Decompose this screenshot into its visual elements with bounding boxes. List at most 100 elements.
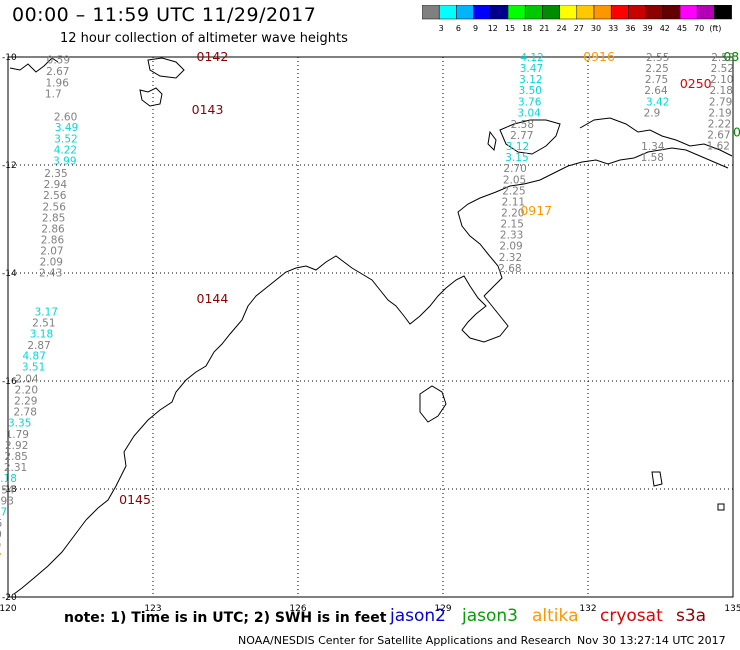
- wave-height-label: 2.70: [503, 163, 526, 175]
- credit-line: NOAA/NESDIS Center for Satellite Applica…: [238, 634, 572, 647]
- coastline-sumba-west: [139, 87, 163, 107]
- colorbar-tick-label: 30: [591, 24, 601, 33]
- pass-time-label: 0144: [197, 291, 229, 306]
- colorbar-tick-label: 70: [694, 24, 704, 33]
- wave-height-label: 3.07: [0, 507, 7, 519]
- wave-height-label: 1.7: [45, 89, 62, 101]
- wave-height-label: 2.20: [15, 384, 38, 396]
- wave-height-label: 2.93: [0, 496, 14, 508]
- wave-height-label: 2.43: [39, 268, 62, 280]
- wave-height-label: 3.18: [0, 473, 17, 485]
- wave-height-label: 4.22: [54, 144, 77, 156]
- colorbar-tick-label: 39: [643, 24, 653, 33]
- colorbar-tick-label: 21: [539, 24, 549, 33]
- wave-height-label: 2.09: [40, 257, 63, 269]
- colorbar-tick-label: 36: [625, 24, 635, 33]
- wave-height-label: 3.04: [517, 107, 541, 119]
- wave-height-label: 2.60: [54, 111, 77, 123]
- wave-height-label: 2.95: [0, 518, 2, 530]
- wave-height-label: 3.35: [8, 418, 31, 430]
- wave-height-label: 1.79: [6, 429, 29, 441]
- coastline-bathurst: [487, 130, 497, 152]
- wave-height-label: 2.05: [503, 174, 526, 186]
- wave-height-label: 3.12: [519, 74, 542, 86]
- lat-tick-label: -10: [2, 53, 17, 63]
- wave-height-label: 2.68: [498, 263, 521, 275]
- pass-time-label: 0143: [192, 102, 224, 117]
- altimeter-tracks: 0.592.671.961.72.603.493.524.223.992.352…: [0, 52, 735, 564]
- wave-height-label: 2.85: [4, 451, 27, 463]
- wave-height-label: 0.59: [0, 540, 1, 552]
- wave-height-label: 2.31: [4, 462, 27, 474]
- wave-height-label: 4.87: [23, 351, 46, 363]
- wave-height-label: 2.19: [708, 107, 731, 119]
- coastline-cobourg: [579, 117, 733, 157]
- lat-tick-label: -20: [2, 593, 17, 603]
- wave-height-label: 27.77: [0, 552, 2, 564]
- colorbar-unit-label: (ft): [709, 24, 721, 33]
- satellite-legend-altika: altika: [532, 606, 579, 626]
- wave-height-label: 2.54: [0, 485, 15, 497]
- wave-height-label: 3.50: [519, 85, 542, 97]
- wave-height-label: 2.78: [14, 407, 37, 419]
- colorbar-tick-label: 15: [505, 24, 515, 33]
- axis-labels: 120 123 126 129 132 135 -10 -12 -14 -16 -18 -20: [0, 53, 740, 614]
- wave-height-label: 2.25: [645, 63, 668, 75]
- wave-height-label: 2.29: [14, 395, 37, 407]
- wave-height-label: 2.18: [710, 85, 733, 97]
- lat-tick-label: -12: [2, 161, 17, 171]
- wave-height-label: 2.86: [41, 235, 65, 247]
- wave-height-label: 2.85: [42, 212, 65, 224]
- generated-timestamp: Nov 30 13:27:14 UTC 2017: [577, 634, 726, 647]
- wave-height-label: 1.96: [46, 77, 70, 89]
- coastline-islet-a: [651, 471, 663, 487]
- wave-height-label: 1.62: [707, 141, 730, 153]
- wave-height-label: 2.33: [500, 230, 523, 242]
- wave-height-label: 2.07: [40, 246, 63, 258]
- wave-height-label: 3.49: [55, 122, 78, 134]
- wave-height-label: 2.56: [43, 190, 67, 202]
- pass-time-label: 0250: [680, 76, 712, 91]
- wave-height-label: 2.79: [709, 96, 732, 108]
- lon-tick-label: 135: [724, 604, 740, 614]
- wave-height-label: 2.9: [644, 108, 661, 120]
- colorbar-tick-label: 12: [488, 24, 498, 33]
- wave-height-label: 3.18: [30, 328, 53, 340]
- wave-height-label: 3.76: [518, 96, 542, 108]
- colorbar-tick-label: 27: [574, 24, 584, 33]
- wave-height-label: 2.25: [502, 185, 525, 197]
- wave-height-label: 2.35: [44, 168, 67, 180]
- wave-height-label: 3.15: [505, 152, 528, 164]
- coastline-bonaparte: [419, 385, 447, 423]
- pass-time-label: 080: [733, 125, 740, 140]
- wave-height-label: 0.59: [47, 55, 70, 67]
- wave-height-label: 1.34: [641, 141, 665, 153]
- wave-height-label: 3.12: [506, 141, 529, 153]
- coastline-islet-b: [717, 503, 725, 511]
- graticule: [8, 57, 733, 597]
- wave-height-label: 2.56: [43, 201, 67, 213]
- wave-height-label: 2.67: [707, 129, 730, 141]
- map-title: 00:00 – 11:59 UTC 11/29/2017: [12, 4, 317, 26]
- wave-height-label: 3.51: [22, 362, 45, 374]
- wave-height-label: 2.32: [499, 252, 522, 264]
- coastline-kimberley-south: [13, 519, 87, 595]
- wave-height-label: 2.51: [32, 318, 55, 330]
- wave-height-label: 3.42: [646, 96, 669, 108]
- coastline-kimberley: [85, 255, 509, 521]
- colorbar-tick-label: 24: [557, 24, 567, 33]
- footer-note: note: 1) Time is in UTC; 2) SWH is in fe…: [64, 610, 387, 626]
- lon-tick-label: 123: [144, 604, 161, 614]
- wave-height-label: 2.92: [5, 440, 28, 452]
- wave-height-label: 4.12: [520, 52, 543, 64]
- map-frame: [7, 56, 734, 598]
- pass-time-labels: 0142 0143 0144 0145 0916 0917 0250 0807 080: [119, 49, 740, 507]
- wave-height-label: 3.47: [520, 63, 543, 75]
- colorbar-swatch: [714, 5, 732, 20]
- wave-height-label: 2.86: [41, 223, 65, 235]
- map-subtitle: 12 hour collection of altimeter wave hei…: [60, 31, 348, 46]
- colorbar-tick-label: 33: [608, 24, 618, 33]
- wave-height-label: 3.17: [35, 306, 58, 318]
- colorbar-tick-label: 6: [456, 24, 461, 33]
- pass-time-label: 0917: [520, 203, 552, 218]
